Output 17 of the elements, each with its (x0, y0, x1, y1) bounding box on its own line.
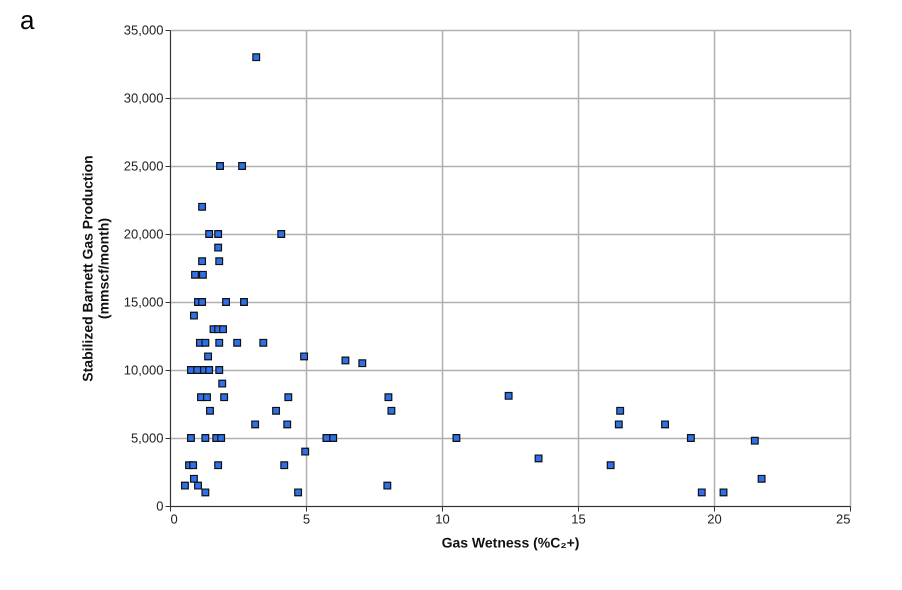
x-axis-title: Gas Wetness (%C₂+) (442, 534, 580, 550)
y-tick-label: 25,000 (124, 158, 164, 174)
y-tick-label: 20,000 (124, 226, 164, 242)
y-tick-label: 0 (156, 498, 164, 514)
y-tick-label: 30,000 (124, 90, 164, 106)
x-tick-label: 10 (435, 512, 450, 526)
y-axis-title: Stabilized Barnett Gas Production (mmscf/month) (80, 155, 112, 382)
x-tick-label: 5 (302, 512, 310, 526)
x-tick-label: 25 (836, 512, 850, 526)
x-tick-label: 20 (707, 512, 722, 526)
text: a (20, 5, 35, 35)
y-tick-label: 5,000 (130, 430, 164, 446)
y-tick-label: 10,000 (124, 362, 164, 378)
x-tick-label: 0 (170, 512, 178, 526)
y-tick-label: 15,000 (124, 294, 164, 310)
x-tick-label: 15 (571, 512, 586, 526)
y-tick-label: 35,000 (124, 22, 164, 38)
